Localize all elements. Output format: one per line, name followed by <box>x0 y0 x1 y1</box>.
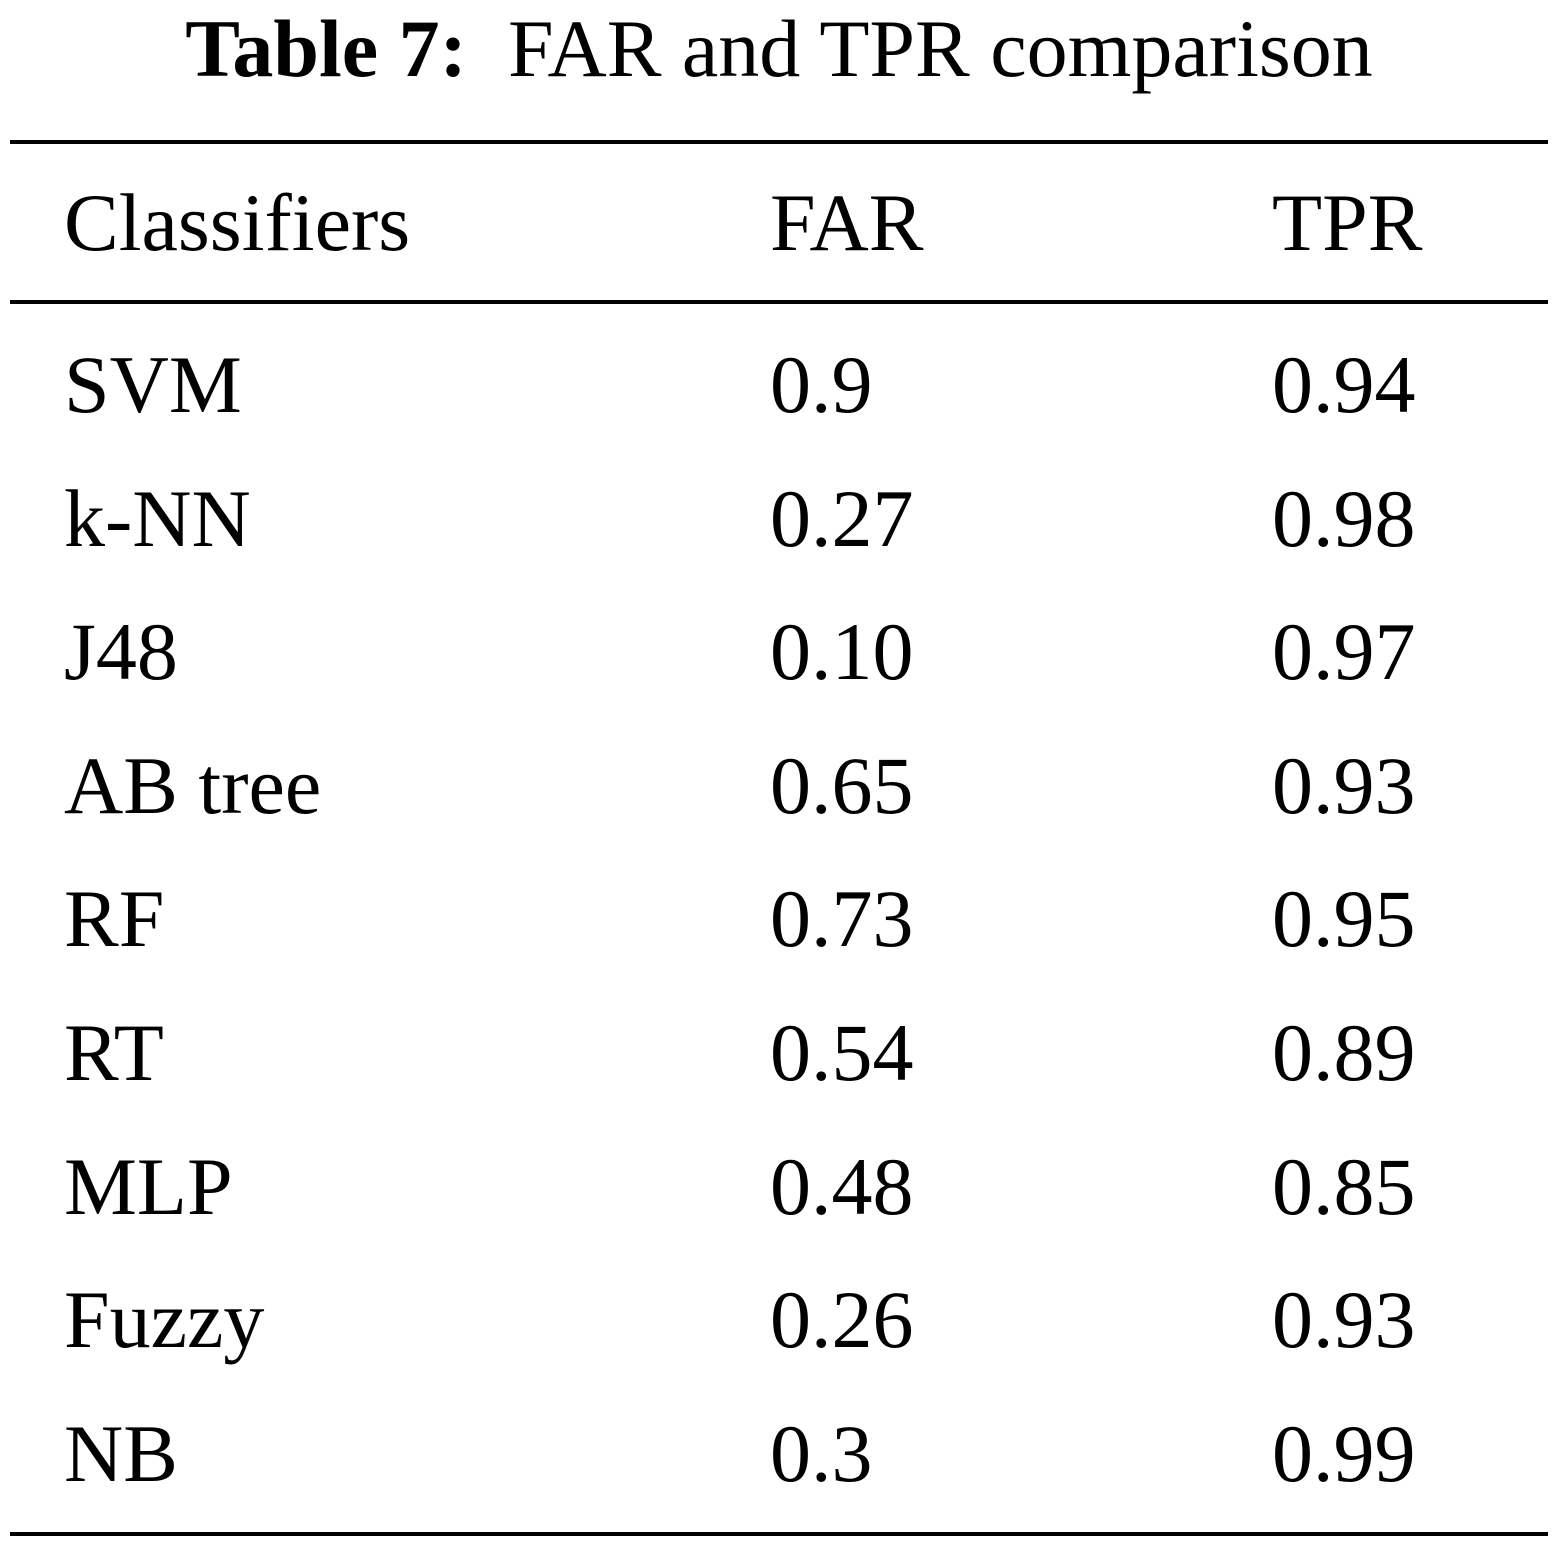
classifier-cell: Fuzzy <box>64 1274 265 1365</box>
header-rule <box>10 300 1548 304</box>
classifier-cell: k-NN <box>64 473 251 564</box>
far-cell: 0.54 <box>770 1007 914 1098</box>
classifier-cell: MLP <box>64 1141 233 1232</box>
tpr-cell: 0.93 <box>1272 740 1416 831</box>
classifier-cell: NB <box>64 1408 178 1499</box>
far-cell: 0.10 <box>770 606 914 697</box>
far-cell: 0.3 <box>770 1408 873 1499</box>
tpr-cell: 0.93 <box>1272 1274 1416 1365</box>
classifier-cell: AB tree <box>64 740 322 831</box>
far-cell: 0.48 <box>770 1141 914 1232</box>
classifier-cell: SVM <box>64 339 242 430</box>
classifier-cell: J48 <box>64 606 178 697</box>
classifier-cell: RT <box>64 1007 164 1098</box>
table-row: J48 0.10 0.97 <box>0 602 1558 702</box>
tpr-cell: 0.95 <box>1272 873 1416 964</box>
far-cell: 0.65 <box>770 740 914 831</box>
table-row: SVM 0.9 0.94 <box>0 335 1558 435</box>
table-caption: Table 7: FAR and TPR comparison <box>0 4 1558 94</box>
tpr-cell: 0.97 <box>1272 606 1416 697</box>
table-row: k-NN 0.27 0.98 <box>0 469 1558 569</box>
caption-text: FAR and TPR comparison <box>507 3 1373 94</box>
bottom-rule <box>10 1532 1548 1536</box>
caption-label: Table 7: <box>185 3 467 94</box>
table-row: MLP 0.48 0.85 <box>0 1137 1558 1237</box>
far-cell: 0.26 <box>770 1274 914 1365</box>
column-header-far: FAR <box>770 177 924 268</box>
tpr-cell: 0.98 <box>1272 473 1416 564</box>
table-row: Fuzzy 0.26 0.93 <box>0 1270 1558 1370</box>
table-row: RF 0.73 0.95 <box>0 869 1558 969</box>
far-cell: 0.27 <box>770 473 914 564</box>
far-cell: 0.9 <box>770 339 873 430</box>
tpr-cell: 0.89 <box>1272 1007 1416 1098</box>
tpr-cell: 0.99 <box>1272 1408 1416 1499</box>
column-header-classifiers: Classifiers <box>64 177 411 268</box>
column-header-tpr: TPR <box>1272 177 1423 268</box>
far-cell: 0.73 <box>770 873 914 964</box>
table-row: AB tree 0.65 0.93 <box>0 736 1558 836</box>
table-header-row: Classifiers FAR TPR <box>0 173 1558 273</box>
classifier-cell: RF <box>64 873 165 964</box>
tpr-cell: 0.85 <box>1272 1141 1416 1232</box>
table-row: NB 0.3 0.99 <box>0 1404 1558 1504</box>
top-rule <box>10 140 1548 144</box>
tpr-cell: 0.94 <box>1272 339 1416 430</box>
table-row: RT 0.54 0.89 <box>0 1003 1558 1103</box>
